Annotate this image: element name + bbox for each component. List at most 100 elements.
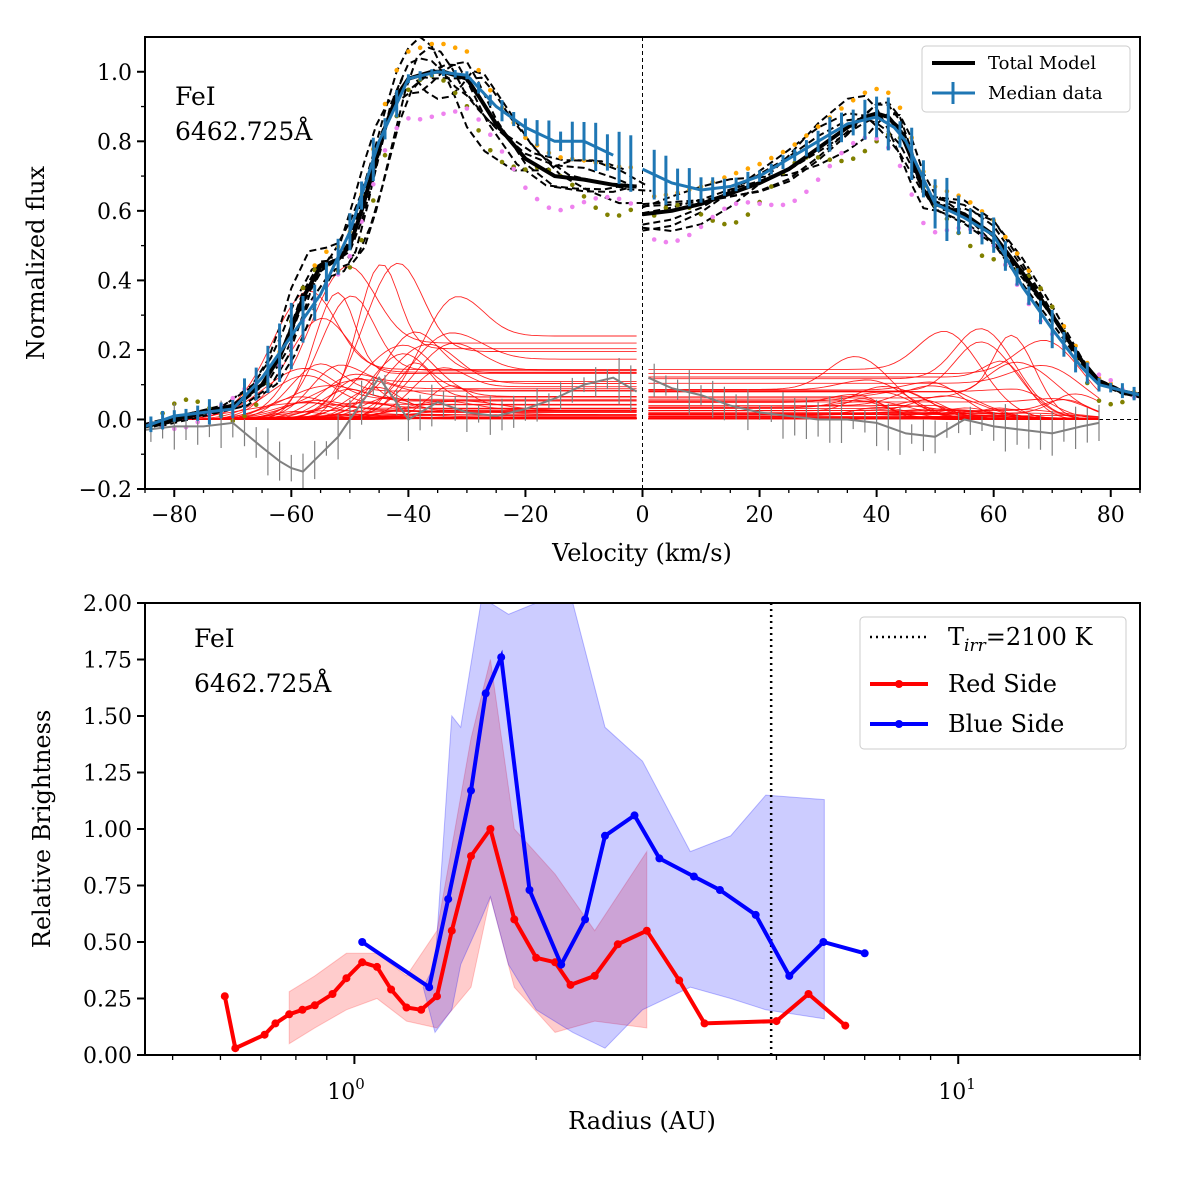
- top-xlabel: Velocity (km/s): [551, 539, 732, 567]
- data-dot: [464, 49, 470, 54]
- red-side-point: [328, 990, 337, 998]
- data-dot: [394, 125, 400, 131]
- bottom-ytick-label: 1.25: [83, 762, 132, 787]
- data-dot: [605, 212, 610, 218]
- data-dot: [710, 218, 715, 223]
- data-dot: [897, 105, 903, 111]
- component-curve-red-side: [648, 364, 1100, 399]
- top-xtick-label: 40: [863, 503, 891, 528]
- blue-side-point: [581, 915, 590, 924]
- data-dot: [476, 128, 481, 133]
- data-dot: [1049, 304, 1055, 310]
- red-side-point: [532, 953, 541, 962]
- data-dot: [499, 159, 505, 165]
- data-dot: [698, 224, 704, 230]
- xtick-1-exp: 0: [355, 1075, 365, 1093]
- data-dot: [733, 170, 739, 176]
- data-dot: [1108, 401, 1113, 407]
- data-dot: [780, 202, 786, 208]
- red-side-point: [433, 992, 441, 1001]
- data-dot: [792, 142, 797, 147]
- legend-total-model-label: Total Model: [988, 53, 1096, 74]
- bottom-xtick-label-10: 101: [938, 1075, 976, 1105]
- data-dot: [452, 45, 458, 50]
- data-dot: [382, 152, 388, 158]
- data-dot: [769, 155, 774, 161]
- data-dot: [675, 202, 680, 208]
- bottom-ytick-label: 0.50: [83, 931, 132, 956]
- bottom-annotation-wavelength: 6462.725Å: [194, 668, 332, 698]
- blue-side-point: [525, 886, 534, 894]
- red-side-point: [387, 985, 396, 994]
- component-curve-blue-side: [174, 400, 637, 420]
- red-side-point: [772, 1017, 781, 1026]
- red-side-point: [220, 992, 229, 1001]
- top-xtick-label: 0: [636, 503, 650, 528]
- red-side-point: [342, 974, 351, 983]
- model-realization-red: [642, 94, 1140, 399]
- data-dot: [452, 90, 458, 96]
- data-dot: [476, 117, 481, 122]
- red-side-uncertainty-band: [288, 659, 648, 1045]
- data-dot: [733, 220, 739, 225]
- top-annotation-wavelength: 6462.725Å: [175, 116, 313, 146]
- data-dot: [371, 182, 376, 187]
- data-dot: [511, 166, 516, 172]
- data-dot: [1108, 378, 1113, 383]
- data-dot: [850, 98, 856, 103]
- xtick-10-exp: 1: [966, 1075, 976, 1093]
- data-dot: [230, 395, 236, 401]
- top-xtick-label: 60: [980, 503, 1008, 528]
- component-curve-blue-side: [174, 402, 637, 419]
- red-side-point: [510, 915, 519, 924]
- median-line-blue: [145, 70, 614, 428]
- red-side-point: [700, 1019, 709, 1028]
- data-dot: [593, 205, 598, 210]
- top-plot-body: [145, 37, 1140, 489]
- blue-side-uncertainty-band: [422, 603, 825, 1049]
- red-side-point: [285, 1010, 294, 1019]
- data-dot: [429, 114, 435, 120]
- blue-side-point: [630, 811, 639, 820]
- data-dot: [359, 237, 364, 243]
- top-legend: Total Model Median data: [921, 45, 1131, 113]
- data-dot: [417, 45, 423, 50]
- bottom-ytick-label: 0.25: [83, 988, 132, 1013]
- data-dot: [406, 49, 411, 54]
- blue-side-point: [467, 786, 475, 795]
- blue-side-line: [361, 649, 866, 991]
- red-side-point: [566, 980, 575, 989]
- top-plot-area: [145, 37, 1140, 489]
- blue-side-point: [497, 653, 506, 662]
- bottom-ticks: 0.00 0.25 0.50 0.75 1.00 1.25 1.50 1.75 2.00: [83, 592, 1141, 1069]
- data-dot: [991, 257, 996, 262]
- data-dot: [253, 402, 259, 408]
- bottom-ytick-label: 0.75: [83, 875, 132, 900]
- top-ytick-label: 0.2: [97, 339, 132, 364]
- data-dot: [827, 163, 833, 169]
- data-dot: [663, 205, 669, 211]
- model-realization-blue: [145, 37, 626, 425]
- data-dot: [570, 204, 575, 210]
- red-side-point: [231, 1044, 240, 1053]
- blue-side-point: [425, 983, 434, 992]
- red-side-point: [358, 958, 367, 967]
- red-side-point: [260, 1030, 269, 1039]
- red-side-point: [841, 1021, 850, 1030]
- blue-side-point: [751, 910, 760, 919]
- bottom-ytick-label: 1.00: [83, 818, 132, 843]
- model-realization-red: [642, 112, 1140, 395]
- top-xtick-label: 80: [1097, 503, 1125, 528]
- data-dot: [312, 263, 318, 268]
- data-dot: [523, 185, 528, 190]
- data-dot: [581, 199, 587, 205]
- residual-line-blue: [145, 375, 638, 473]
- red-side-point: [402, 1003, 411, 1012]
- blue-side-point: [601, 831, 609, 840]
- blue-side-point: [444, 895, 453, 904]
- data-dot: [968, 200, 973, 205]
- red-side-point: [675, 976, 684, 985]
- data-dot: [792, 198, 797, 204]
- blue-side-point: [655, 854, 664, 863]
- data-dot: [476, 67, 481, 73]
